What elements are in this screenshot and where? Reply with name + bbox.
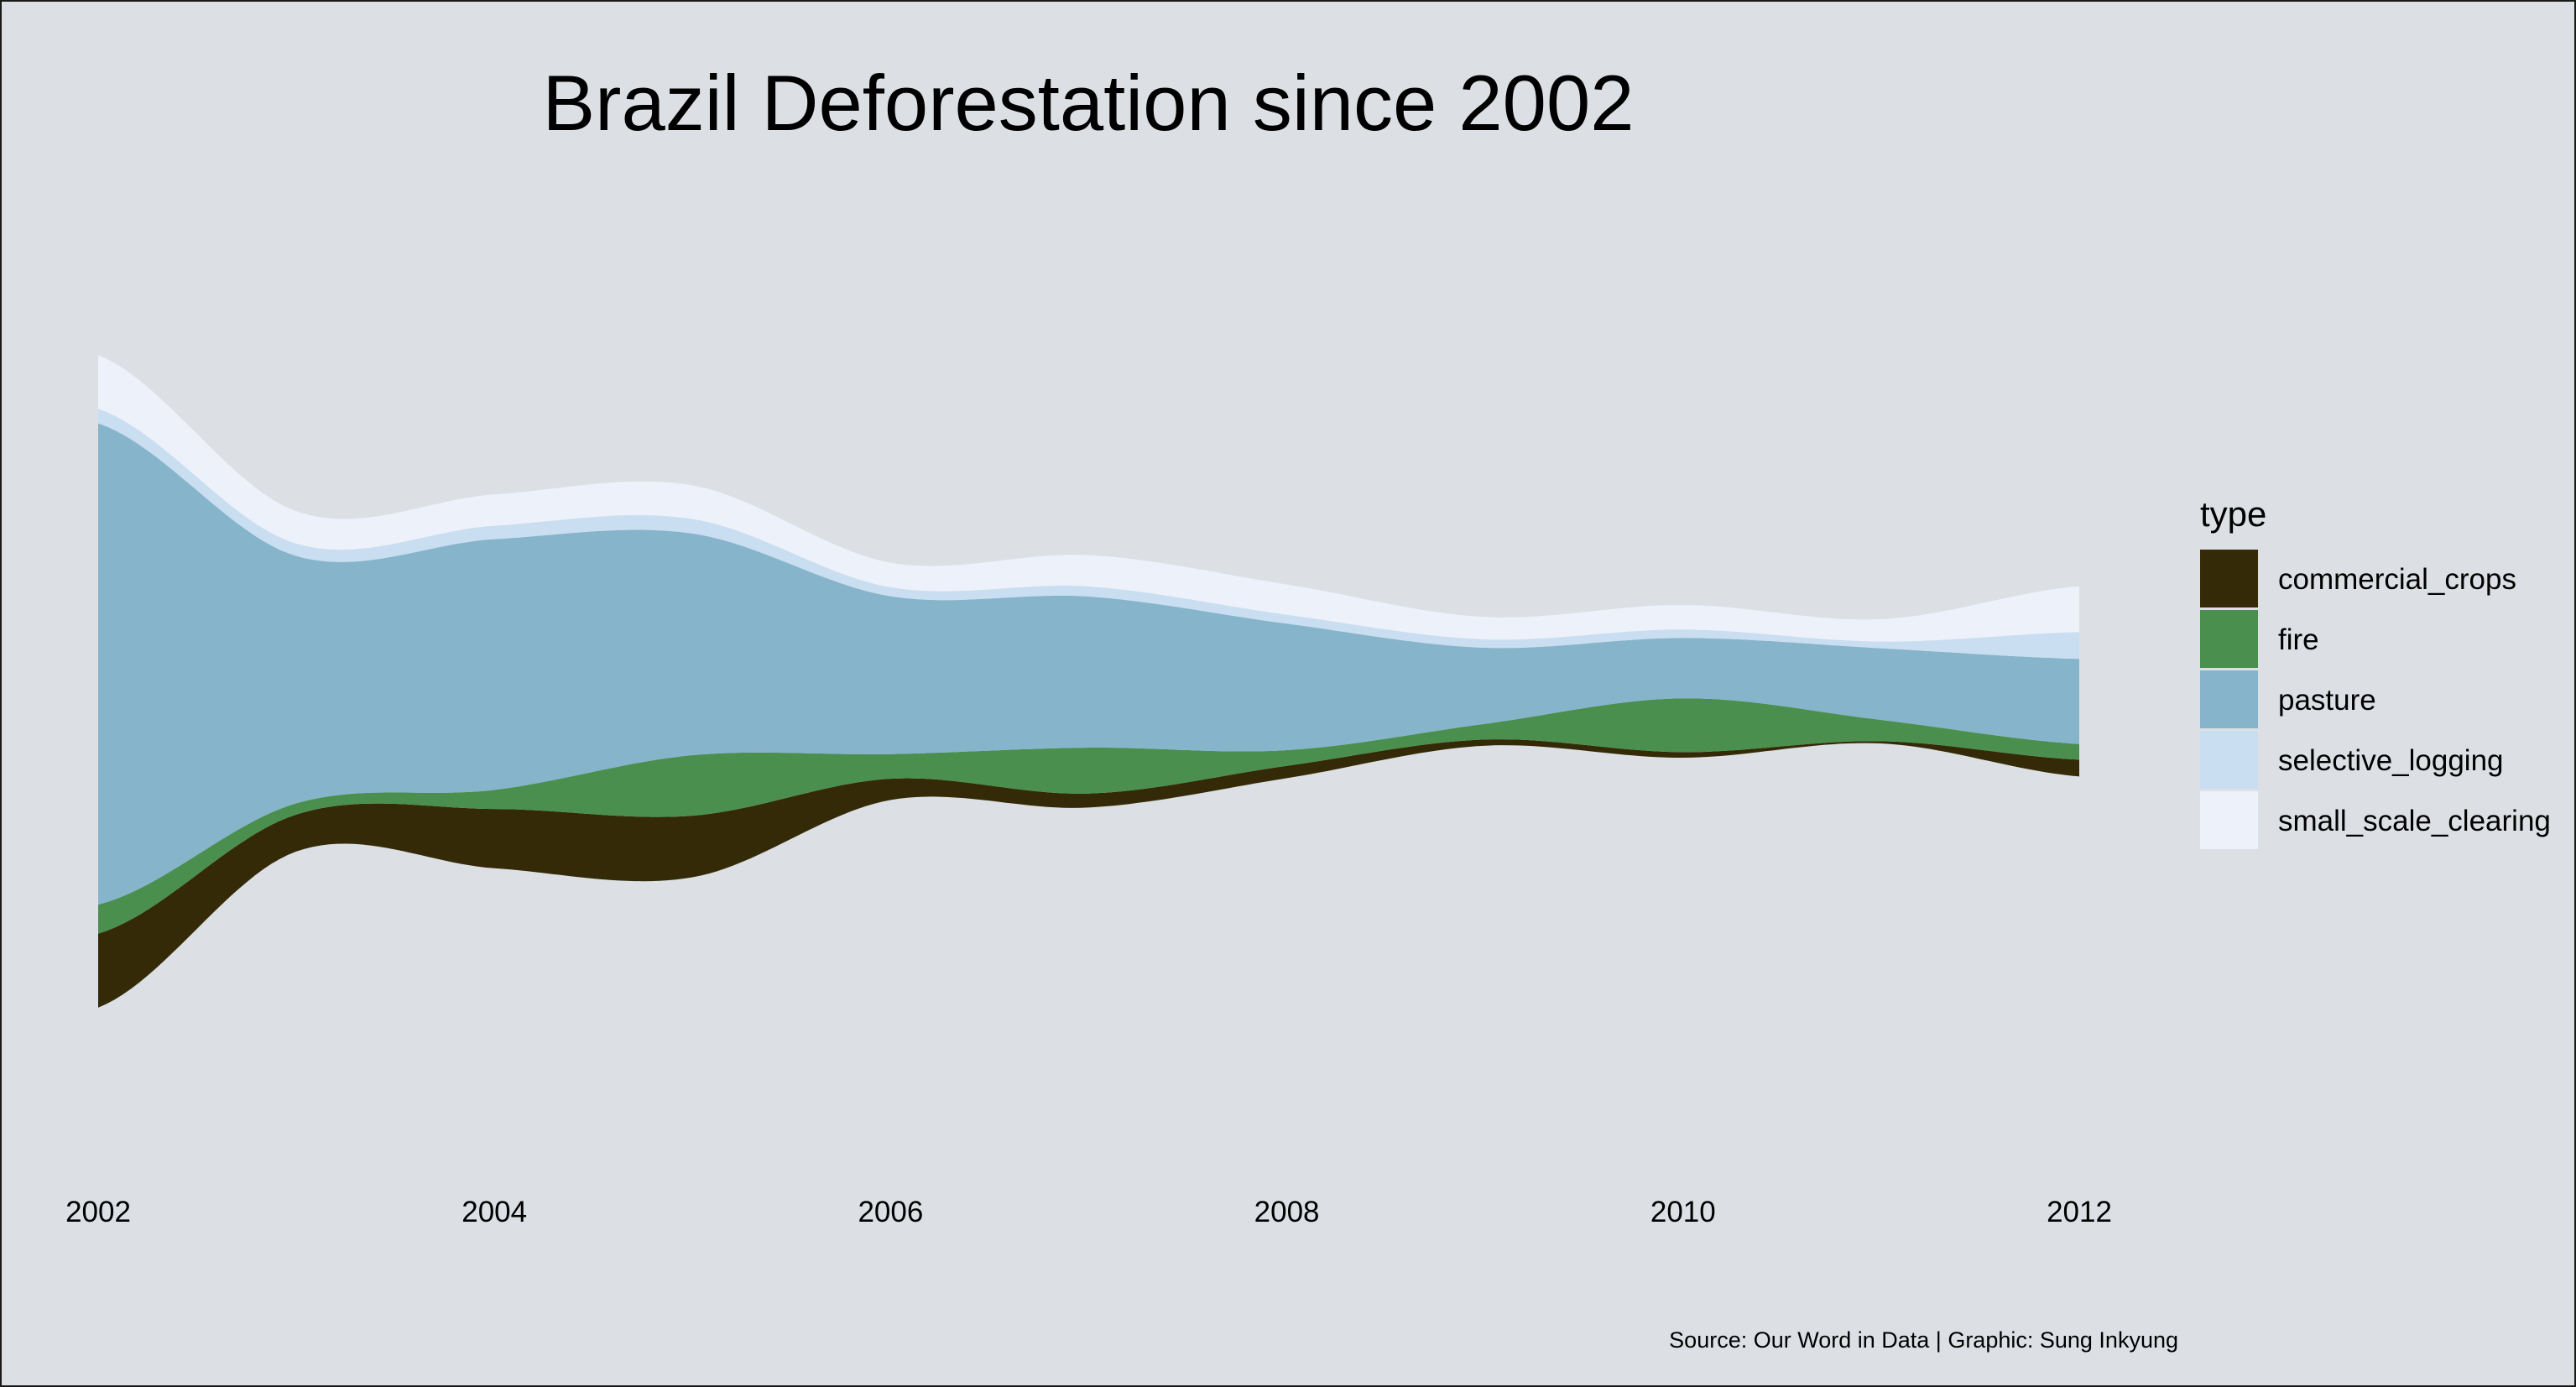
x-tick-label-2012: 2012 [2047,1196,2112,1228]
stream-layer-fire [98,698,2079,934]
legend-key-commercial-crops [2200,550,2258,607]
chart-caption: Source: Our Word in Data | Graphic: Sung… [1669,1327,2178,1353]
stream-layers [98,355,2079,1008]
legend-title: type [2200,494,2266,534]
legend-label-commercial-crops: commercial_crops [2278,563,2516,596]
legend-key-selective-logging [2200,731,2258,789]
stream-layer-selective-logging [98,409,2079,660]
stream-layer-pasture [98,423,2079,905]
x-tick-label-2002: 2002 [65,1196,131,1228]
x-tick-label-2006: 2006 [858,1196,923,1228]
legend-key-fire [2200,610,2258,668]
x-axis-ticks: 2002 2004 2006 2008 2010 2012 [65,1196,2112,1228]
legend-key-small-scale-clearing [2200,791,2258,849]
x-tick-label-2004: 2004 [461,1196,527,1228]
x-tick-label-2008: 2008 [1254,1196,1320,1228]
legend-label-small-scale-clearing: small_scale_clearing [2278,805,2551,837]
legend-label-pasture: pasture [2278,684,2376,717]
stream-layer-small-scale-clearing [98,355,2079,642]
x-tick-label-2010: 2010 [1650,1196,1716,1228]
chart-title: Brazil Deforestation since 2002 [542,59,1634,147]
legend-key-pasture [2200,670,2258,728]
legend-label-fire: fire [2278,623,2319,656]
legend-label-selective-logging: selective_logging [2278,744,2504,777]
